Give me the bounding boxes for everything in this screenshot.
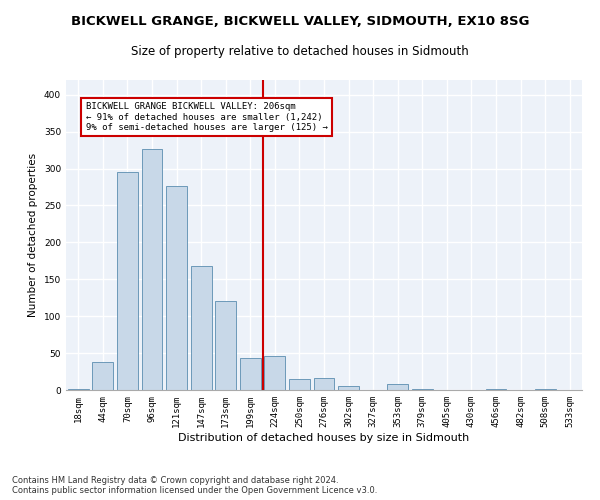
Bar [191,266,212,390]
Bar [68,388,89,390]
Bar [485,388,506,390]
Bar [387,384,408,390]
Bar [314,378,334,390]
Bar [166,186,187,390]
Bar [117,172,138,390]
Bar [338,386,359,390]
Bar [289,379,310,390]
Text: BICKWELL GRANGE, BICKWELL VALLEY, SIDMOUTH, EX10 8SG: BICKWELL GRANGE, BICKWELL VALLEY, SIDMOU… [71,15,529,28]
X-axis label: Distribution of detached houses by size in Sidmouth: Distribution of detached houses by size … [178,432,470,442]
Text: Contains public sector information licensed under the Open Government Licence v3: Contains public sector information licen… [12,486,377,495]
Bar [240,358,261,390]
Text: Contains HM Land Registry data © Crown copyright and database right 2024.: Contains HM Land Registry data © Crown c… [12,476,338,485]
Y-axis label: Number of detached properties: Number of detached properties [28,153,38,317]
Bar [92,362,113,390]
Bar [215,302,236,390]
Text: BICKWELL GRANGE BICKWELL VALLEY: 206sqm
← 91% of detached houses are smaller (1,: BICKWELL GRANGE BICKWELL VALLEY: 206sqm … [86,102,328,132]
Bar [535,388,556,390]
Bar [142,150,163,390]
Bar [412,388,433,390]
Text: Size of property relative to detached houses in Sidmouth: Size of property relative to detached ho… [131,45,469,58]
Bar [265,356,286,390]
